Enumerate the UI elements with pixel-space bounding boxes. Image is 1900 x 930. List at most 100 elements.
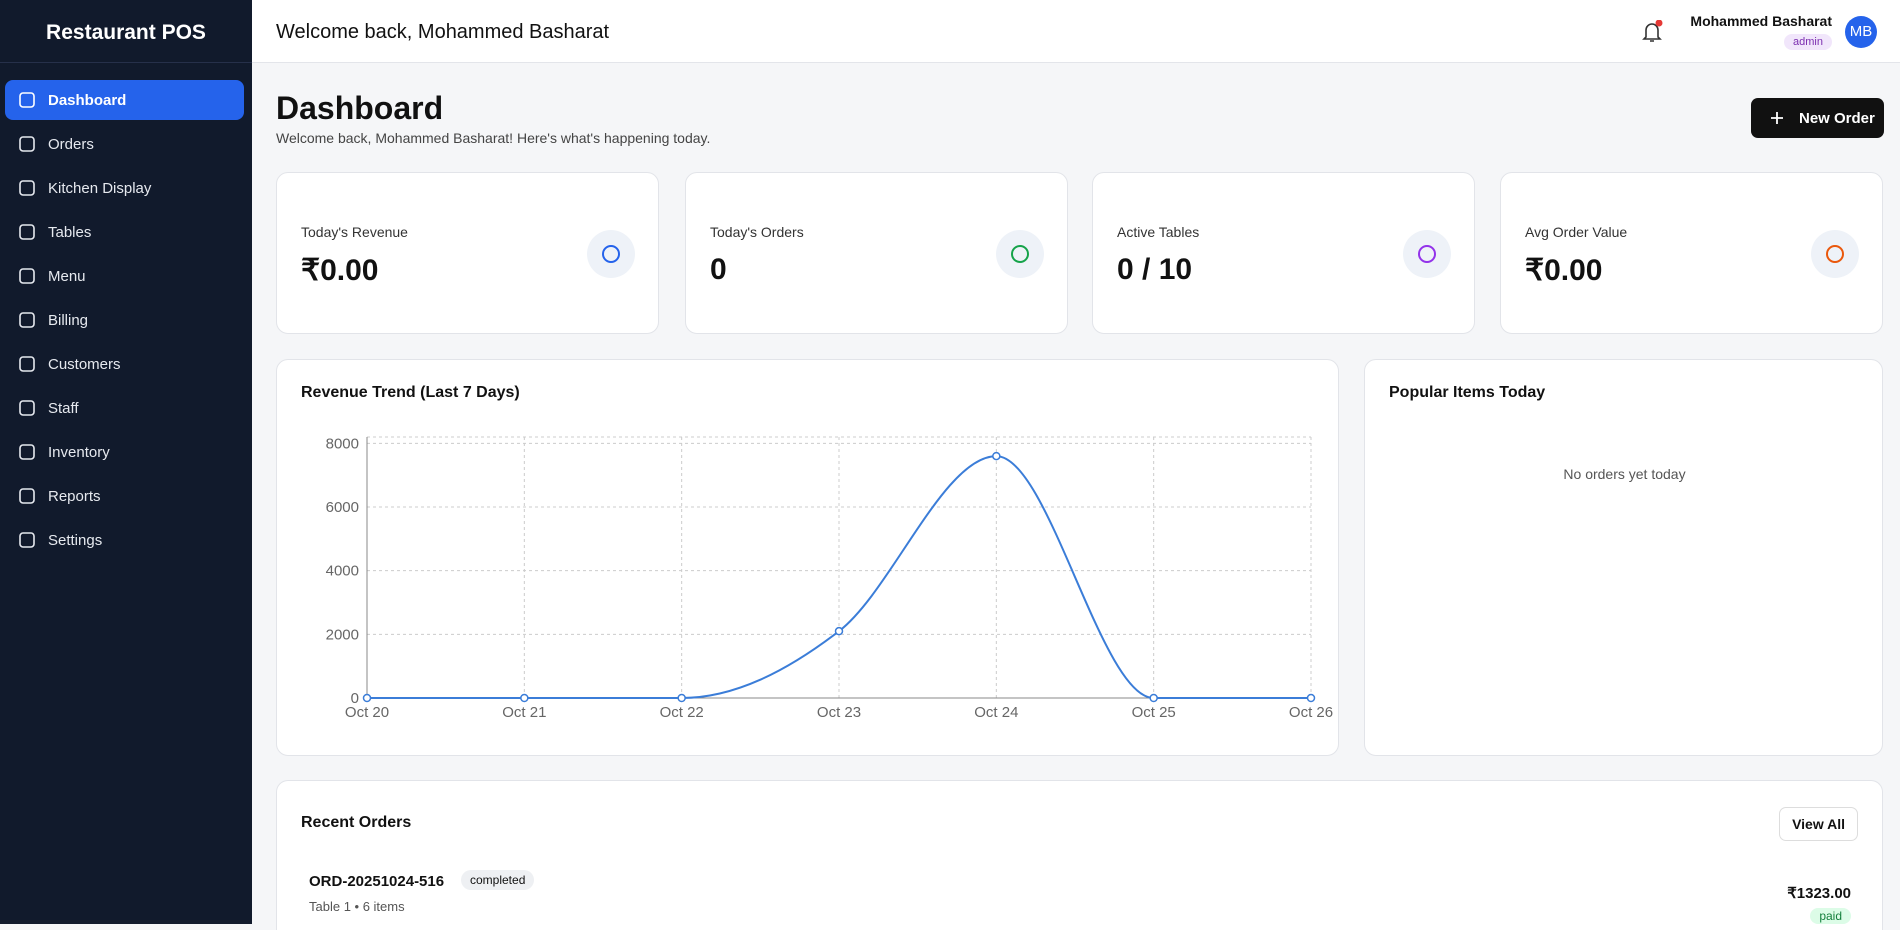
view-all-button[interactable]: View All [1779, 807, 1858, 841]
icon [1826, 245, 1844, 263]
stat-icon [1811, 230, 1859, 278]
stat-card: Avg Order Value ₹0.00 [1500, 172, 1883, 334]
nav-icon [19, 136, 35, 152]
nav-label: Orders [48, 135, 94, 153]
stat-card: Active Tables 0 / 10 [1092, 172, 1475, 334]
nav-icon [19, 532, 35, 548]
sidebar: Restaurant POS Dashboard Orders Kitchen Di… [0, 0, 252, 924]
nav-icon [19, 400, 35, 416]
nav-label: Staff [48, 399, 79, 417]
recent-orders-title: Recent Orders [301, 814, 412, 831]
nav-item[interactable]: Staff [5, 388, 244, 428]
y-tick-label: 6000 [326, 499, 359, 516]
x-tick-label: Oct 25 [1132, 704, 1176, 721]
data-point [520, 693, 529, 703]
icon [602, 245, 620, 263]
chart-title: Revenue Trend (Last 7 Days) [301, 384, 520, 401]
stat-label: Today's Revenue [301, 224, 408, 240]
avatar[interactable]: MB [1845, 16, 1877, 48]
x-tick-label: Oct 20 [345, 704, 389, 721]
nav-item[interactable]: Dashboard [5, 80, 244, 120]
nav-icon [19, 224, 35, 240]
stat-label: Avg Order Value [1525, 224, 1628, 240]
data-point [992, 451, 1001, 461]
user-name: Mohammed Basharat [1690, 13, 1832, 29]
nav-label: Customers [48, 355, 121, 373]
brand: Restaurant POS [0, 0, 252, 63]
user-role: admin [1784, 34, 1832, 50]
x-tick-label: Oct 22 [660, 704, 704, 721]
nav-icon [19, 312, 35, 328]
nav-label: Inventory [48, 443, 110, 461]
nav-icon [19, 92, 35, 108]
nav-item[interactable]: Reports [5, 476, 244, 516]
nav-label: Reports [48, 487, 101, 505]
x-tick-label: Oct 26 [1289, 704, 1333, 721]
header: Welcome back, Mohammed Basharat Mohammed… [252, 0, 1900, 63]
data-point [1149, 693, 1158, 703]
chart-card: Revenue Trend (Last 7 Days) 0 2000 4000 600… [276, 359, 1339, 756]
stat-card: Today's Orders 0 [685, 172, 1068, 334]
y-tick-label: 0 [351, 690, 359, 707]
nav-label: Tables [48, 223, 92, 241]
empty-message: No orders yet today [1563, 466, 1686, 482]
stat-value: ₹0.00 [1525, 254, 1603, 287]
nav-item[interactable]: Tables [5, 212, 244, 252]
order-status: completed [461, 870, 535, 890]
popular-title: Popular Items Today [1389, 384, 1546, 401]
y-tick-label: 8000 [326, 435, 359, 452]
x-tick-label: Oct 24 [974, 704, 1018, 721]
recent-orders-card: Recent Orders View All ORD-20251024-516 c… [276, 780, 1883, 930]
stat-icon [996, 230, 1044, 278]
popular-card: Popular Items Today No orders yet today [1364, 359, 1883, 756]
nav-label: Settings [48, 531, 103, 549]
nav-icon [19, 356, 35, 372]
page-title: Dashboard [276, 90, 444, 126]
y-tick-label: 4000 [326, 563, 359, 580]
nav-item[interactable]: Orders [5, 124, 244, 164]
new-order-button[interactable]: New Order [1751, 98, 1884, 138]
data-point [834, 626, 844, 636]
order-id: ORD-20251024-516 [309, 873, 445, 890]
stat-value: 0 [710, 253, 727, 286]
stat-value: ₹0.00 [301, 254, 379, 287]
button-label: New Order [1799, 109, 1875, 127]
nav-item[interactable]: Billing [5, 300, 244, 340]
plus-icon [1771, 112, 1783, 124]
stat-value: 0 / 10 [1117, 253, 1193, 286]
notification-bell[interactable] [1641, 20, 1663, 44]
order-details: Table 1 • 6 items [309, 899, 405, 914]
x-tick-label: Oct 21 [502, 704, 546, 721]
stat-icon [1403, 230, 1451, 278]
nav-icon [19, 444, 35, 460]
page-subtitle: Welcome back, Mohammed Basharat! Here's … [276, 130, 711, 146]
revenue-line [366, 455, 1311, 699]
nav-item[interactable]: Kitchen Display [5, 168, 244, 208]
icon [1011, 245, 1029, 263]
nav-item[interactable]: Settings [5, 520, 244, 560]
chart: 0 2000 4000 6000 8000 Oct 20 Oct 21 Oct 22 Oct 2… [326, 435, 1333, 721]
stat-label: Active Tables [1117, 224, 1200, 240]
stat-icon [587, 230, 635, 278]
nav-label: Dashboard [48, 91, 127, 109]
icon [1418, 245, 1436, 263]
nav-item[interactable]: Menu [5, 256, 244, 296]
order-amount: ₹1323.00 [1787, 885, 1851, 902]
stat-card: Today's Revenue ₹0.00 [276, 172, 659, 334]
header-welcome: Welcome back, Mohammed Basharat [276, 21, 610, 43]
y-tick-label: 2000 [326, 626, 359, 643]
nav-label: Menu [48, 267, 86, 285]
nav-icon [19, 488, 35, 504]
payment-status: paid [1810, 908, 1851, 924]
data-point [362, 693, 372, 703]
x-tick-label: Oct 23 [817, 704, 861, 721]
data-point [677, 693, 686, 703]
nav-icon [19, 268, 35, 284]
nav-label: Kitchen Display [48, 179, 152, 197]
stat-label: Today's Orders [710, 224, 804, 240]
nav-label: Billing [48, 311, 89, 329]
nav-item[interactable]: Inventory [5, 432, 244, 472]
data-point [1306, 693, 1316, 703]
nav-item[interactable]: Customers [5, 344, 244, 384]
